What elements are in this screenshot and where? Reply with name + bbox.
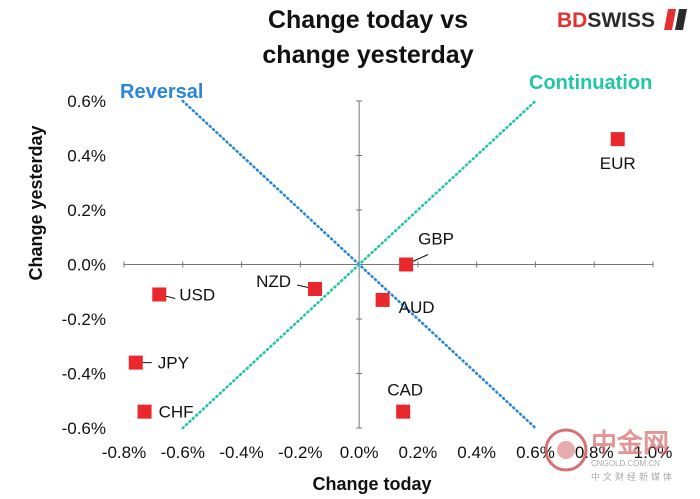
brand-logo-swiss: SWISS (587, 9, 655, 32)
data-point-nzd (308, 282, 323, 297)
data-label-nzd: NZD (256, 272, 291, 291)
y-tick-label: 0.6% (67, 92, 106, 111)
watermark-text: 中金网 (591, 428, 669, 459)
tick-labels: -0.8% -0.6% -0.4% -0.2% 0.0% 0.2% 0.4% 0.6% 0.8%… (62, 92, 673, 462)
chart-title-line-1: Change today vs (268, 6, 468, 34)
watermark-logo-icon (544, 428, 588, 472)
x-tick-label: -0.6% (161, 443, 205, 462)
data-label-aud: AUD (399, 298, 435, 317)
chart-title-line-2: change yesterday (262, 41, 473, 69)
data-point-eur (610, 132, 625, 147)
data-point-jpy (128, 355, 143, 370)
data-point-cad (396, 404, 411, 419)
annotation-continuation: Continuation (529, 72, 652, 94)
x-tick-label: 1.0% (634, 443, 673, 462)
data-point-aud (375, 292, 390, 307)
y-axis-label: Change yesterday (26, 125, 46, 280)
y-tick-label: -0.6% (62, 419, 106, 438)
watermark-tagline: 中文财经新媒体 (591, 471, 675, 483)
watermark: 中金网 CNGOLD.COM.CN 中文财经新媒体 (544, 428, 675, 483)
reference-lines (181, 99, 537, 430)
y-tick-label: 0.2% (67, 201, 106, 220)
x-tick-label: 0.2% (399, 443, 438, 462)
data-label-usd: USD (179, 285, 215, 304)
x-axis-label: Change today (312, 474, 431, 494)
y-tick-label: -0.2% (62, 310, 106, 329)
brand-logo-bd: BD (557, 9, 587, 32)
data-label-jpy: JPY (158, 354, 189, 373)
x-tick-label: -0.4% (219, 443, 263, 462)
data-label-gbp: GBP (418, 230, 454, 249)
data-point-usd (152, 287, 167, 302)
y-tick-label: 0.0% (67, 256, 106, 275)
y-tick-label: 0.4% (67, 147, 106, 166)
data-point-chf (137, 404, 152, 419)
data-points: EUR GBP AUD NZD USD JPY CHF CAD (128, 132, 636, 422)
reference-line-continuation (181, 99, 537, 430)
x-tick-label: -0.2% (278, 443, 322, 462)
brand-logo: BDSWISS (557, 9, 655, 32)
x-tick-label: 0.0% (340, 443, 379, 462)
annotation-reversal: Reversal (120, 81, 203, 103)
data-label-cad: CAD (387, 381, 423, 400)
data-point-gbp (399, 257, 414, 272)
data-label-chf: CHF (159, 403, 194, 422)
x-tick-label: -0.8% (102, 443, 146, 462)
x-tick-label: 0.4% (457, 443, 496, 462)
brand-logo-mark (664, 9, 687, 30)
y-tick-label: -0.4% (62, 365, 106, 384)
data-label-eur: EUR (600, 154, 636, 173)
watermark-site: CNGOLD.COM.CN (591, 459, 660, 468)
